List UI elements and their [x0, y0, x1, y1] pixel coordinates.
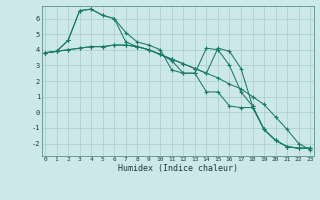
X-axis label: Humidex (Indice chaleur): Humidex (Indice chaleur) — [118, 164, 237, 173]
